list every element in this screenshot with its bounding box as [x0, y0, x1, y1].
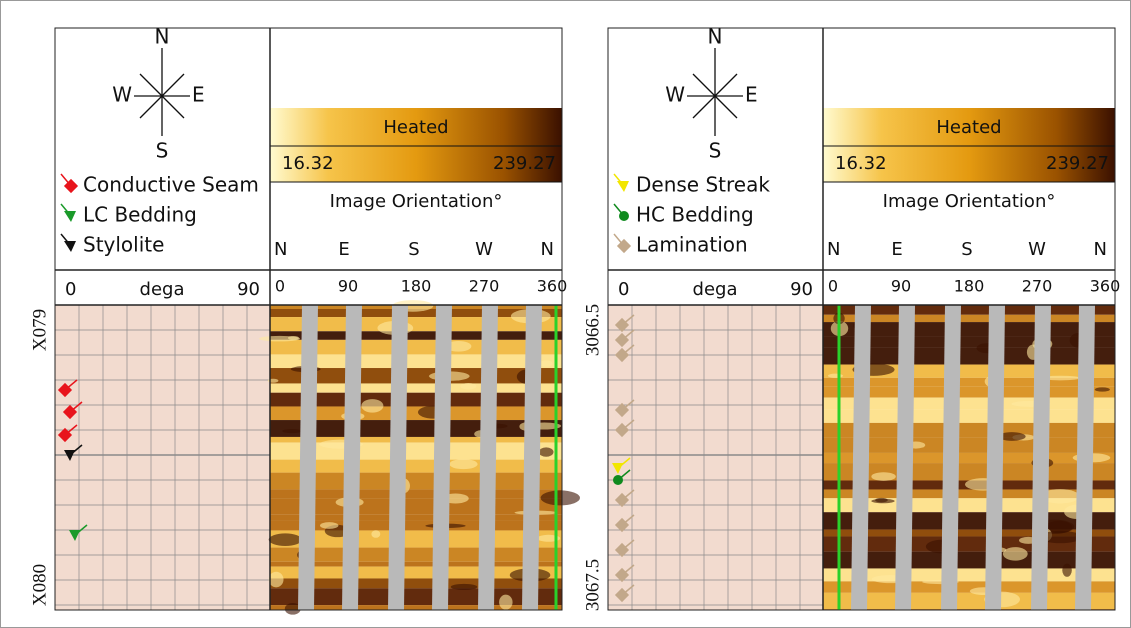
compass-w: W [665, 83, 685, 107]
depth-label: 3067.5 [582, 559, 603, 611]
colorbar-max: 239.27 [1046, 153, 1109, 174]
legend-label: Conductive Seam [83, 173, 259, 197]
compass-w: W [112, 83, 132, 107]
image-spot [1095, 387, 1110, 391]
image-spot [361, 399, 383, 413]
direction-label: S [408, 239, 419, 260]
direction-label: N [1094, 239, 1107, 260]
depth-label: 3066.5 [582, 304, 603, 356]
azimuth-tick: 360 [1090, 277, 1121, 296]
image-spot [269, 572, 284, 588]
image-spot [282, 429, 301, 433]
azimuth-tick: 0 [275, 277, 285, 296]
azimuth-tick: 90 [891, 277, 911, 296]
azimuth-tick: 270 [469, 277, 500, 296]
image-spot [871, 499, 894, 503]
direction-label: N [274, 239, 287, 260]
orientation-title: Image Orientation° [330, 191, 503, 212]
direction-label: S [961, 239, 972, 260]
dip-track [608, 305, 823, 610]
dip-label: dega [140, 279, 185, 300]
image-spot [449, 459, 477, 469]
depth-label: X080 [29, 564, 50, 606]
compass-s: S [709, 139, 722, 163]
image-spot [460, 383, 476, 390]
azimuth-tick: 0 [828, 277, 838, 296]
legend-symbol [619, 211, 629, 221]
image-spot [371, 530, 380, 538]
image-spot [499, 595, 512, 610]
dip-max: 90 [237, 279, 260, 300]
direction-label: E [338, 239, 349, 260]
compass-e: E [745, 83, 758, 107]
image-spot [269, 533, 302, 546]
direction-label: W [1028, 239, 1046, 260]
image-spot [1003, 547, 1028, 561]
orientation-title: Image Orientation° [883, 191, 1056, 212]
legend-label: Dense Streak [636, 173, 770, 197]
dip-label: dega [693, 279, 738, 300]
tadpole [613, 475, 623, 485]
dip-min: 0 [65, 279, 76, 300]
azimuth-tick: 90 [338, 277, 358, 296]
image-spot [540, 360, 553, 366]
legend-label: Lamination [636, 233, 748, 257]
image-spot [828, 374, 843, 378]
image-spot [871, 472, 896, 481]
direction-label: E [891, 239, 902, 260]
azimuth-tick: 360 [537, 277, 568, 296]
image-spot [1062, 564, 1072, 577]
image-spot [539, 447, 554, 456]
azimuth-tick: 180 [401, 277, 432, 296]
colorbar-min: 16.32 [835, 153, 887, 174]
direction-label: N [541, 239, 554, 260]
compass-s: S [156, 139, 169, 163]
dip-track [55, 305, 270, 610]
image-spot [451, 584, 478, 590]
image-spot [320, 522, 338, 529]
azimuth-tick: 270 [1022, 277, 1053, 296]
legend-label: LC Bedding [83, 203, 197, 227]
depth-label: X079 [29, 309, 50, 351]
colorbar-min: 16.32 [282, 153, 334, 174]
direction-label: W [475, 239, 493, 260]
colorbar-label: Heated [383, 117, 448, 138]
image-spot [541, 490, 580, 505]
azimuth-tick: 180 [954, 277, 985, 296]
dip-max: 90 [790, 279, 813, 300]
legend-label: Stylolite [83, 233, 164, 257]
legend-label: HC Bedding [636, 203, 754, 227]
compass-e: E [192, 83, 205, 107]
colorbar-max: 239.27 [493, 153, 556, 174]
log-viewer: N S W E Conductive Seam LC Bedding Stylolite He… [0, 0, 1131, 628]
image-spot [288, 336, 299, 340]
colorbar-label: Heated [936, 117, 1001, 138]
direction-label: N [827, 239, 840, 260]
dip-min: 0 [618, 279, 629, 300]
